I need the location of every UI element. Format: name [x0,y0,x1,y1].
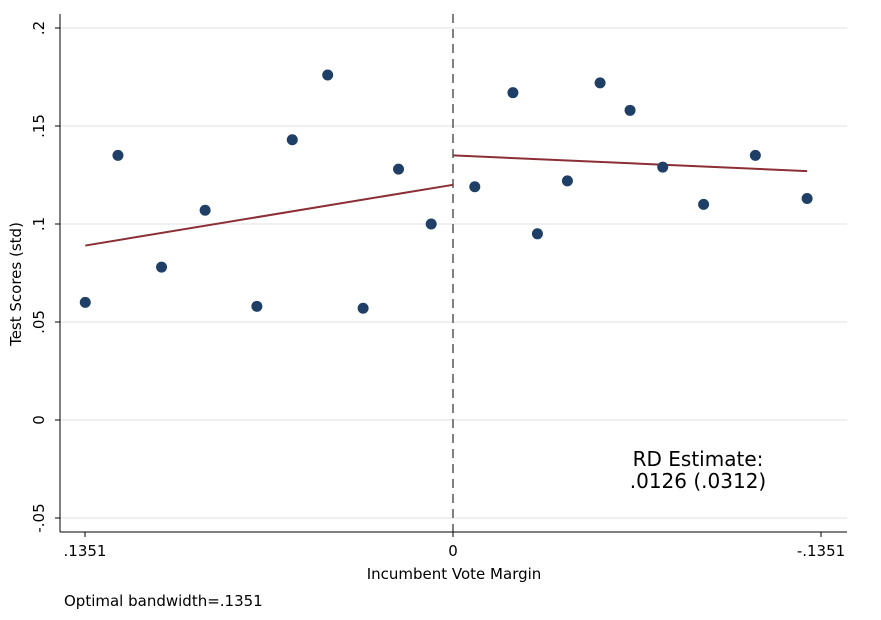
y-tick-label-1: 0 [30,415,48,425]
y-axis-label: Test Scores (std) [7,222,25,347]
rd-estimate-label: RD Estimate: [633,447,764,471]
data-point-2 [156,261,168,273]
data-point-12 [531,228,543,240]
data-point-16 [657,161,669,173]
y-tick-label-4: .15 [30,114,48,138]
rd-estimate-value: .0126 (.0312) [630,469,766,493]
y-axis-ticks: -.05 0 .05 .1 .15 .2 [30,21,60,533]
x-axis-ticks: .1351 0 -.1351 [64,532,845,560]
fit-lines [85,154,808,247]
x-tick-label-2: -.1351 [797,542,845,560]
data-point-18 [749,149,761,161]
bandwidth-note: Optimal bandwidth=.1351 [64,592,263,610]
x-tick-label-1: 0 [448,542,458,560]
data-point-3 [199,204,211,216]
data-point-15 [624,104,636,116]
y-tick-label-2: .05 [30,310,48,334]
data-point-0 [79,296,91,308]
x-tick-label-0: .1351 [64,542,107,560]
data-point-17 [698,198,710,210]
fit-line-left [85,183,454,247]
fit-line-right [452,154,808,173]
data-point-9 [425,218,437,230]
data-point-5 [286,134,298,146]
y-tick-label-5: .2 [30,21,48,35]
data-point-1 [112,149,124,161]
y-tick-label-0: -.05 [30,503,48,532]
y-tick-label-3: .1 [30,217,48,231]
data-points [79,69,813,314]
data-point-10 [469,181,481,193]
data-point-4 [251,300,263,312]
data-point-8 [393,163,405,175]
x-axis-label: Incumbent Vote Margin [367,565,542,583]
data-point-7 [357,302,369,314]
data-point-11 [507,87,519,99]
data-point-13 [561,175,573,187]
data-point-19 [801,193,813,205]
data-point-6 [322,69,334,81]
data-point-14 [594,77,606,89]
